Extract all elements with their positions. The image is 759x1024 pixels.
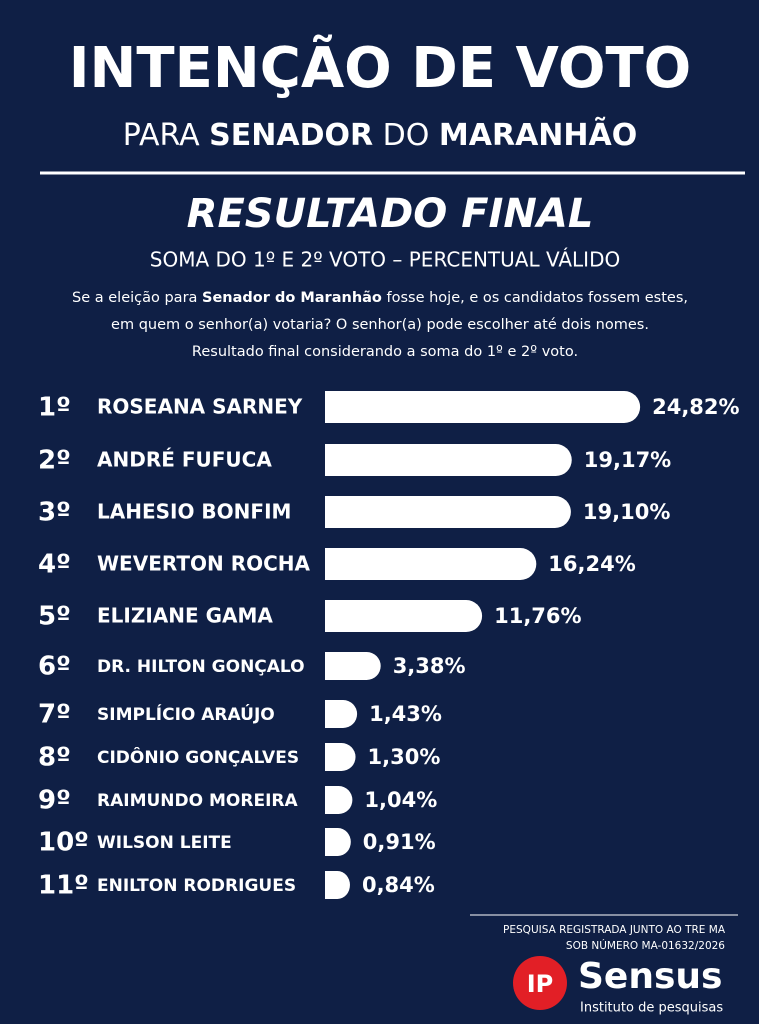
bar [325, 496, 571, 528]
rank: 4º [38, 550, 71, 580]
value-label: 0,91% [363, 830, 436, 854]
rank: 8º [38, 743, 71, 773]
subtitle-part: PARA [123, 118, 209, 153]
bar [325, 548, 537, 580]
note-part: Senador do Maranhão [202, 290, 382, 306]
value-label: 19,10% [583, 500, 670, 524]
bar-square [325, 700, 339, 728]
value-label: 3,38% [393, 654, 466, 678]
candidate-name: ELIZIANE GAMA [97, 604, 273, 628]
candidate-name: ANDRÉ FUFUCA [97, 448, 272, 472]
bar-square [325, 496, 341, 528]
bar [325, 444, 572, 476]
bar-square [325, 444, 341, 476]
rank: 9º [38, 786, 71, 816]
rank: 2º [38, 446, 71, 476]
logo-name: Sensus [578, 956, 722, 997]
logo-mark: IP [527, 970, 554, 998]
candidate-name: CIDÔNIO GONÇALVES [97, 746, 299, 768]
value-label: 24,82% [652, 395, 739, 419]
chart-title: RESULTADO FINAL [187, 191, 594, 237]
subtitle: PARA SENADOR DO MARANHÃO [123, 116, 637, 153]
rank: 6º [38, 652, 71, 682]
value-label: 0,84% [362, 873, 435, 897]
rank: 3º [38, 498, 71, 528]
note-part: Se a eleição para [72, 290, 202, 306]
value-label: 19,17% [584, 448, 671, 472]
bar [325, 600, 483, 632]
candidate-name: DR. HILTON GONÇALO [97, 657, 305, 677]
candidate-name: SIMPLÍCIO ARAÚJO [97, 703, 275, 725]
value-label: 1,04% [364, 788, 437, 812]
bar-square [325, 828, 338, 856]
bar-square [325, 871, 338, 899]
bar-square [325, 652, 339, 680]
rank: 1º [38, 393, 71, 423]
note: Resultado final considerando a soma do 1… [192, 344, 578, 360]
note: em quem o senhor(a) votaria? O senhor(a)… [111, 317, 649, 333]
value-label: 16,24% [548, 552, 635, 576]
rank: 7º [38, 700, 71, 730]
candidate-name: ENILTON RODRIGUES [97, 876, 296, 896]
rank: 11º [38, 871, 89, 901]
bar-square [325, 600, 341, 632]
bar-square [325, 786, 339, 814]
value-label: 1,43% [369, 702, 442, 726]
title: INTENÇÃO DE VOTO [69, 35, 692, 101]
subtitle-part: DO [373, 118, 439, 153]
value-label: 1,30% [368, 745, 441, 769]
subtitle-part: SENADOR [209, 118, 373, 153]
candidate-name: LAHESIO BONFIM [97, 500, 291, 524]
logo-tagline: Instituto de pesquisas [580, 1001, 723, 1016]
chart-subtitle: SOMA DO 1º E 2º VOTO – PERCENTUAL VÁLIDO [150, 248, 620, 272]
bar-square [325, 548, 341, 580]
bar [325, 391, 641, 423]
bar-square [325, 743, 339, 771]
note-part: fosse hoje, e os candidatos fossem estes… [382, 290, 688, 306]
value-label: 11,76% [494, 604, 581, 628]
registration: SOB NÚMERO MA-01632/2026 [566, 939, 725, 952]
rank: 5º [38, 602, 71, 632]
rank: 10º [38, 828, 89, 858]
candidate-name: RAIMUNDO MOREIRA [97, 791, 298, 811]
note: Se a eleição para Senador do Maranhão fo… [72, 290, 688, 306]
subtitle-part: MARANHÃO [439, 116, 637, 153]
candidate-name: WILSON LEITE [97, 833, 232, 853]
candidate-name: WEVERTON ROCHA [97, 552, 311, 576]
registration: PESQUISA REGISTRADA JUNTO AO TRE MA [503, 924, 726, 936]
logo-circle [513, 956, 567, 1010]
candidate-name: ROSEANA SARNEY [97, 395, 303, 419]
bar-square [325, 391, 341, 423]
